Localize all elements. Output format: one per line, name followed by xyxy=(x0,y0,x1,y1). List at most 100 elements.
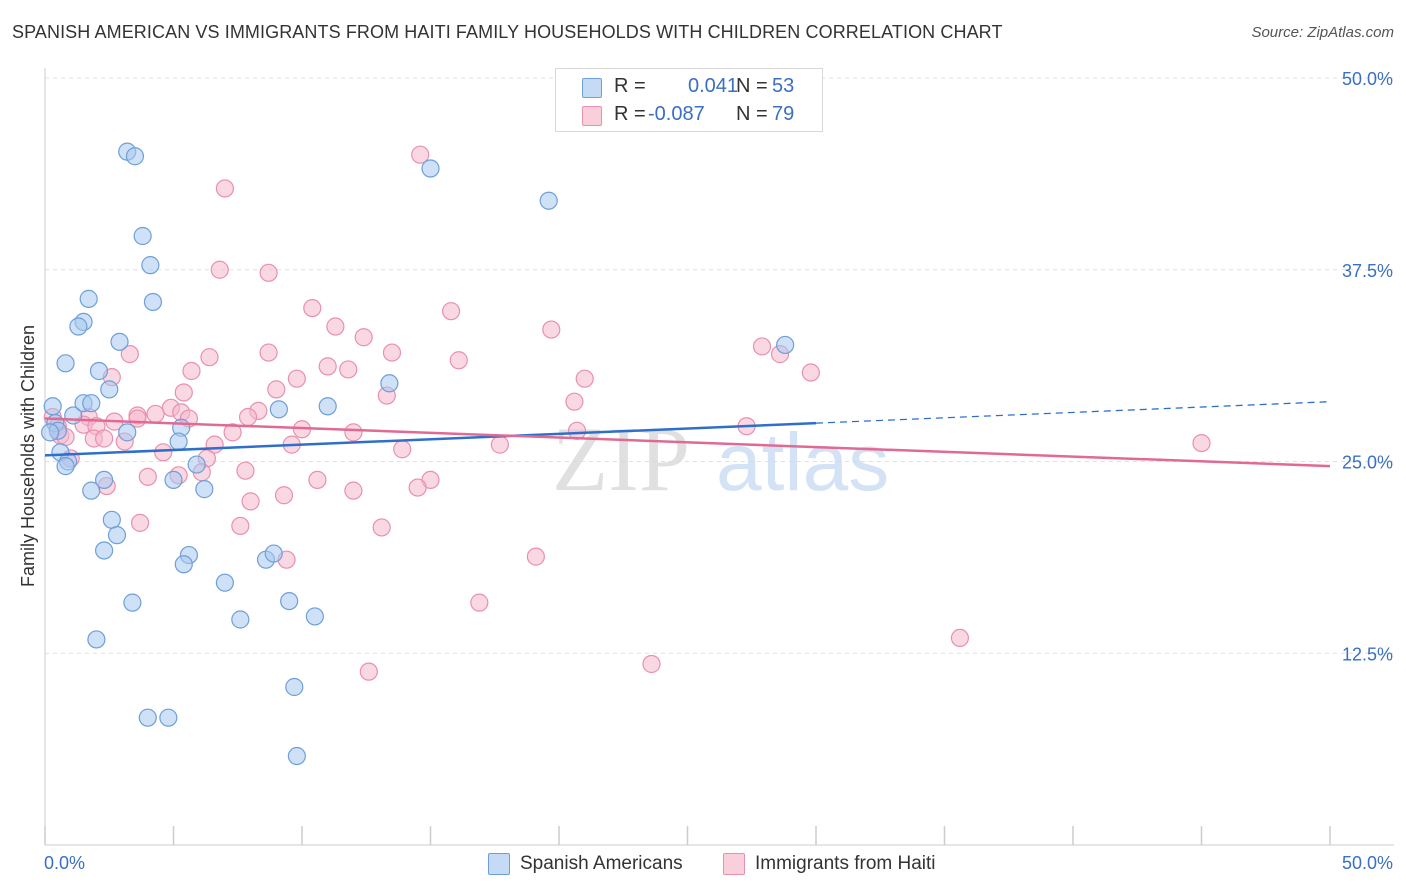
spanish-american-point xyxy=(280,591,299,611)
spanish-american-point xyxy=(776,335,795,355)
haiti-point xyxy=(231,516,250,536)
chart-title: SPANISH AMERICAN VS IMMIGRANTS FROM HAIT… xyxy=(12,22,1003,42)
haiti-point xyxy=(801,363,820,382)
spanish-american-point xyxy=(380,374,399,393)
haiti-point xyxy=(326,317,345,336)
haiti-point xyxy=(1192,433,1211,453)
haiti-trend-line xyxy=(44,417,1331,468)
spanish-american-point xyxy=(138,708,157,727)
spanish-american-point xyxy=(69,317,88,336)
haiti-point xyxy=(200,348,219,367)
haiti-point xyxy=(449,351,468,370)
spanish-americans-trend-extension xyxy=(815,401,1331,424)
haiti-point xyxy=(441,302,461,321)
pink-swatch xyxy=(582,106,602,126)
haiti-point xyxy=(470,593,489,612)
spanish-american-point xyxy=(143,292,163,312)
spanish-american-point xyxy=(421,159,440,178)
haiti-point xyxy=(215,179,234,198)
haiti-point xyxy=(120,345,139,364)
spanish-american-point xyxy=(174,555,193,574)
haiti-point xyxy=(174,383,193,402)
r-value: 0.041 xyxy=(688,75,739,97)
spanish-american-point xyxy=(215,573,234,592)
spanish-american-point xyxy=(287,746,306,766)
haiti-point xyxy=(490,435,509,454)
n-value: 79 xyxy=(772,103,795,125)
haiti-point xyxy=(130,513,150,532)
spanish-american-point xyxy=(169,432,188,451)
haiti-point xyxy=(642,654,661,674)
haiti-point xyxy=(359,662,378,681)
spanish-american-point xyxy=(118,423,137,442)
haiti-point xyxy=(236,461,255,480)
source-label: Source: ZipAtlas.com xyxy=(1251,24,1394,41)
spanish-american-point xyxy=(539,191,558,210)
blue-swatch xyxy=(582,78,602,98)
spanish-american-point xyxy=(87,630,106,649)
haiti-point xyxy=(287,369,306,388)
n-label: N = xyxy=(736,75,768,97)
n-label: N = xyxy=(736,103,768,125)
haiti-point xyxy=(210,260,229,279)
pink-swatch xyxy=(723,853,745,875)
spanish-american-point xyxy=(110,332,129,351)
x-tick-label: 50.0% xyxy=(1342,853,1393,873)
spanish-american-point xyxy=(56,354,75,373)
spanish-american-point xyxy=(133,226,152,246)
haiti-point xyxy=(354,328,373,347)
y-tick-label: 25.0% xyxy=(1342,453,1393,473)
legend-row-spanish-americans: R = 0.041 N = 53 xyxy=(556,73,822,101)
haiti-point xyxy=(146,404,165,424)
spanish-american-point xyxy=(82,394,101,413)
haiti-point xyxy=(393,440,412,459)
spanish-american-point xyxy=(100,380,119,399)
spanish-american-point xyxy=(43,397,62,416)
spanish-american-point xyxy=(318,397,337,416)
haiti-point xyxy=(344,481,363,500)
spanish-americans-trend-line xyxy=(44,421,817,457)
trend-lines xyxy=(44,401,1331,468)
spanish-american-point xyxy=(159,708,178,727)
spanish-american-point xyxy=(285,677,304,697)
spanish-american-point xyxy=(107,526,127,545)
r-label: R = xyxy=(614,75,646,97)
haiti-point xyxy=(752,337,772,356)
spanish-american-point xyxy=(231,610,250,629)
haiti-point xyxy=(344,423,363,442)
haiti-point xyxy=(154,443,173,462)
y-tick-label: 50.0% xyxy=(1342,69,1393,89)
haiti-point xyxy=(411,145,430,164)
spanish-american-point xyxy=(95,541,114,560)
haiti-point xyxy=(408,478,427,497)
haiti-point xyxy=(303,299,322,318)
y-axis-title: Family Households with Children xyxy=(18,325,38,587)
axes xyxy=(44,68,1394,846)
haiti-point xyxy=(241,492,260,511)
spanish-american-point xyxy=(56,457,75,476)
haiti-point xyxy=(238,407,258,427)
spanish-american-point xyxy=(195,480,214,499)
spanish-american-point xyxy=(305,607,324,626)
haiti-point xyxy=(372,518,391,537)
legend-row-haiti: R = -0.087 N = 79 xyxy=(556,101,822,129)
haiti-point xyxy=(318,357,337,376)
grid-lines xyxy=(45,77,1394,654)
x-tick-label: 0.0% xyxy=(44,853,85,873)
haiti-point xyxy=(138,467,157,486)
r-label: R = xyxy=(614,103,646,125)
spanish-american-point xyxy=(102,510,121,529)
haiti-point xyxy=(223,423,242,442)
spanish-american-point xyxy=(125,147,145,166)
spanish-american-point xyxy=(123,593,142,612)
haiti-point xyxy=(274,486,294,505)
correlation-legend: R = 0.041 N = 53 R = -0.087 N = 79 xyxy=(555,68,823,132)
spanish-american-point xyxy=(41,423,60,442)
haiti-point xyxy=(95,429,114,448)
spanish-american-point xyxy=(95,470,114,490)
spanish-american-point xyxy=(141,256,160,275)
haiti-point xyxy=(308,470,327,490)
watermark: ZIP atlas xyxy=(552,408,889,510)
haiti-point xyxy=(267,380,286,399)
